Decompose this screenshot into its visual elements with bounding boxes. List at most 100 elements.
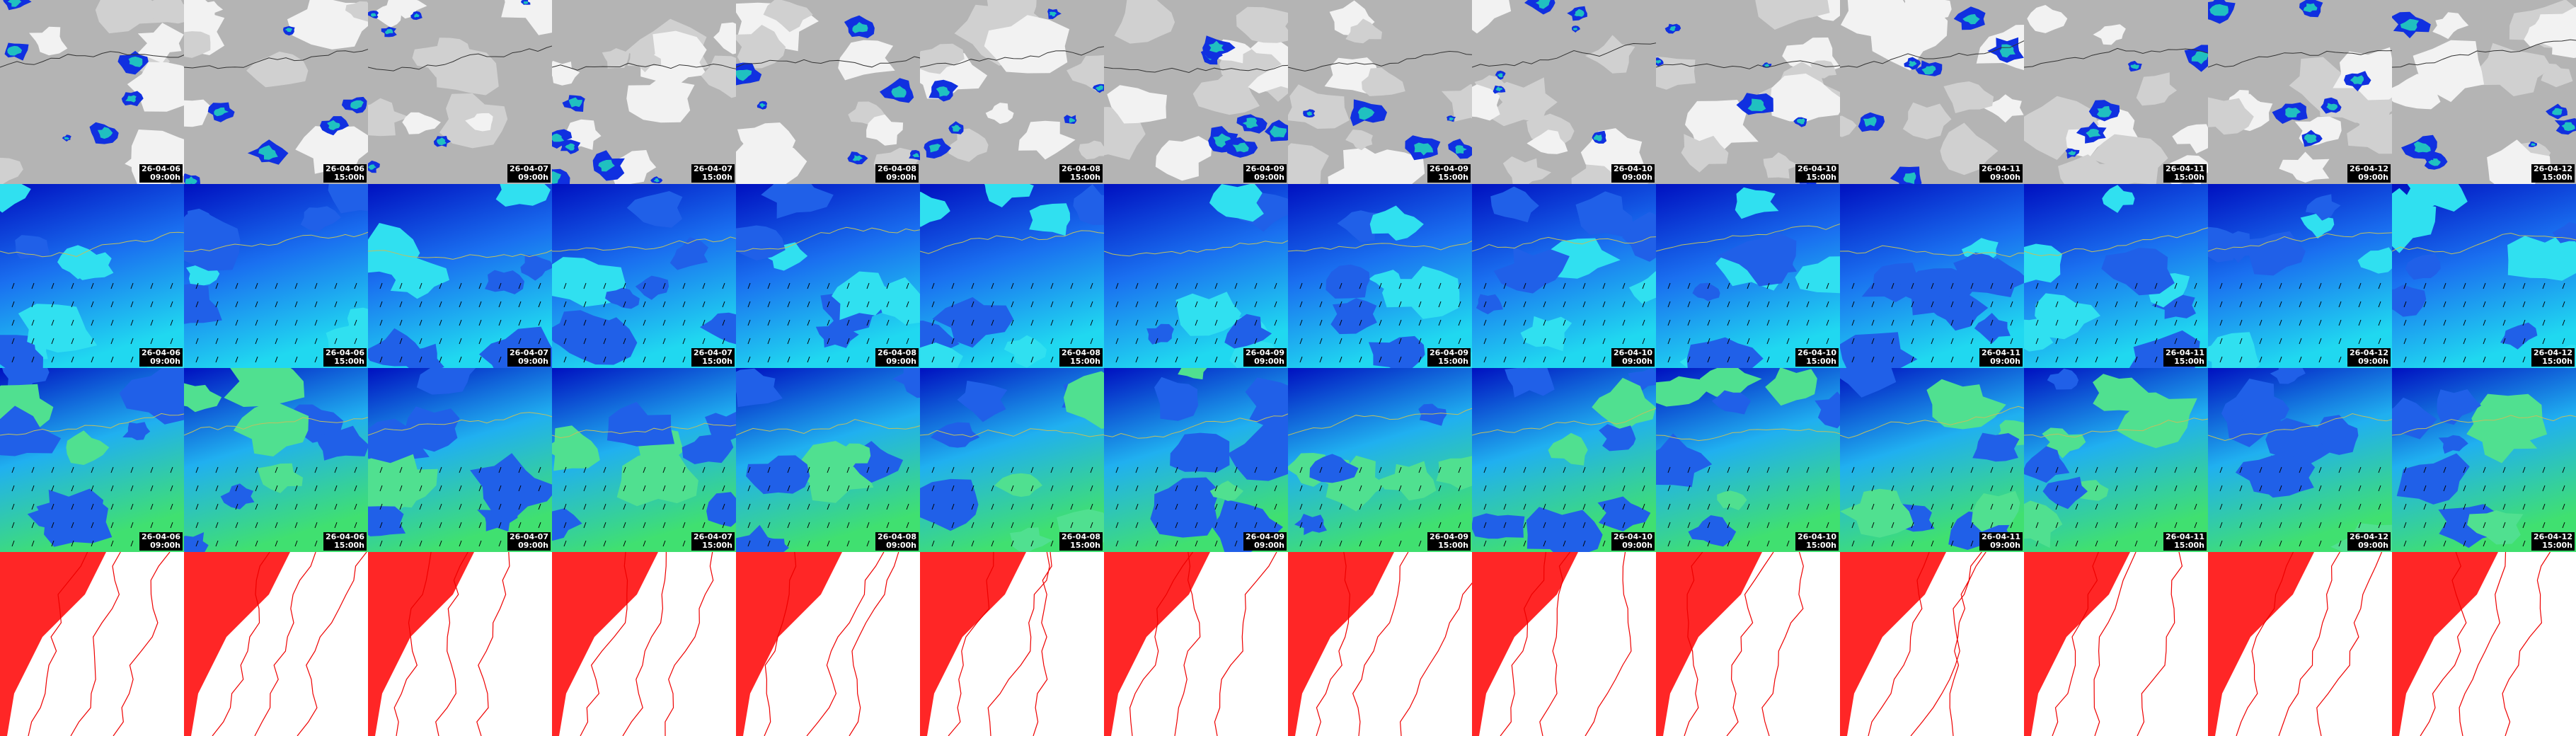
wind-arrow [906, 319, 909, 326]
wind-arrow [31, 503, 35, 510]
map [2392, 184, 2576, 368]
wind-arrow [1826, 466, 1829, 473]
wind-arrow [1274, 319, 1277, 326]
map-tile: 26-04-07 15:00h [552, 184, 736, 368]
timestamp-date: 26-04-08 [877, 348, 916, 357]
rain [1357, 107, 1375, 120]
timestamp-date: 26-04-11 [1981, 164, 2020, 173]
wind-arrow [866, 319, 870, 326]
wind-arrow [2502, 301, 2506, 308]
wind-arrow [379, 356, 383, 363]
wind-arrow [91, 485, 94, 492]
rain [1656, 59, 1662, 64]
wind-arrow [294, 540, 298, 547]
wind-arrow [2194, 319, 2197, 326]
field [616, 450, 698, 507]
wind-arrow [1687, 540, 1691, 547]
timestamp-time: 09:00h [150, 357, 180, 366]
wind-arrow [643, 356, 646, 363]
wind-arrow [1582, 466, 1586, 473]
wind-arrow [538, 301, 541, 308]
timestamp-date: 26-04-11 [1981, 532, 2020, 541]
wind-arrow [2299, 338, 2302, 345]
wind-arrow [2115, 503, 2118, 510]
wind-arrow [1826, 522, 1829, 529]
wind-arrow [662, 503, 666, 510]
cloud [2536, 6, 2576, 58]
wind-arrow [2318, 466, 2322, 473]
wind-arrow [931, 301, 935, 308]
wind-arrow [563, 356, 567, 363]
wind-arrow [991, 485, 994, 492]
contour [393, 552, 432, 736]
map [920, 368, 1104, 552]
wind-arrow [2095, 319, 2098, 326]
field [368, 454, 435, 508]
map [552, 184, 736, 368]
wind-arrow [1359, 503, 1362, 510]
wind-arrow [662, 356, 666, 363]
wind-arrow [1359, 282, 1362, 289]
map-tile: 26-04-09 15:00h [1288, 184, 1472, 368]
wind-arrow [1970, 356, 1974, 363]
wind-arrow [1398, 338, 1402, 345]
wind-arrow [1602, 301, 1606, 308]
wind-arrow [1011, 301, 1014, 308]
wind-arrow [2279, 338, 2282, 345]
wind-arrow [1950, 522, 1954, 529]
wind-arrow [2154, 522, 2158, 529]
wind-arrow [2055, 301, 2059, 308]
wind-arrow [1602, 338, 1606, 345]
map-tile: 26-04-11 15:00h [2024, 368, 2208, 552]
timestamp: 26-04-11 09:00h [1979, 164, 2023, 183]
map [2208, 184, 2392, 368]
wind-arrow [971, 540, 974, 547]
timestamp-time: 15:00h [1070, 357, 1100, 366]
coastline [184, 417, 368, 436]
timestamp: 26-04-11 09:00h [1979, 532, 2023, 551]
wind-arrow [1747, 485, 1750, 492]
timestamp-time: 15:00h [702, 357, 732, 366]
wind-arrow [334, 522, 338, 529]
wind-arrow [2463, 485, 2466, 492]
wind-arrow [1195, 282, 1198, 289]
timestamp-date: 26-04-06 [325, 164, 364, 173]
wind-arrow [1931, 485, 1934, 492]
wind-arrow [2010, 282, 2013, 289]
wind-arrow [1602, 540, 1606, 547]
field [1735, 187, 1779, 219]
wind-arrow [110, 301, 114, 308]
wind-arrow [2502, 466, 2506, 473]
wind-arrow [314, 338, 318, 345]
wind-arrow [2134, 301, 2138, 308]
rain [2428, 158, 2441, 166]
field [2405, 253, 2441, 280]
wind-arrow [906, 466, 909, 473]
timestamp-time: 15:00h [1438, 541, 1468, 550]
wind-arrow [846, 466, 850, 473]
map [1104, 184, 1288, 368]
wind-arrow [1543, 319, 1546, 326]
wind-arrow [275, 319, 278, 326]
wind-arrow [1523, 503, 1526, 510]
wind-arrow [255, 356, 258, 363]
wind-arrow [2338, 356, 2342, 363]
map [184, 184, 368, 368]
field [833, 443, 871, 472]
field [1520, 316, 1572, 352]
wind-arrow [1622, 301, 1626, 308]
map [1472, 368, 1656, 552]
timestamp-date: 26-04-10 [1613, 532, 1652, 541]
wind-arrow [130, 282, 134, 289]
wind-arrow [1622, 485, 1626, 492]
wind-arrow [1871, 522, 1875, 529]
timestamp-time: 15:00h [1438, 357, 1468, 366]
wind-arrow [1543, 466, 1546, 473]
wind-arrow [1458, 282, 1461, 289]
map-tile [184, 552, 368, 736]
wind-arrow [498, 503, 502, 510]
wind-arrow [2279, 466, 2282, 473]
contour [2459, 552, 2507, 736]
wind-arrow [399, 522, 403, 529]
wind-arrow [1438, 301, 1442, 308]
